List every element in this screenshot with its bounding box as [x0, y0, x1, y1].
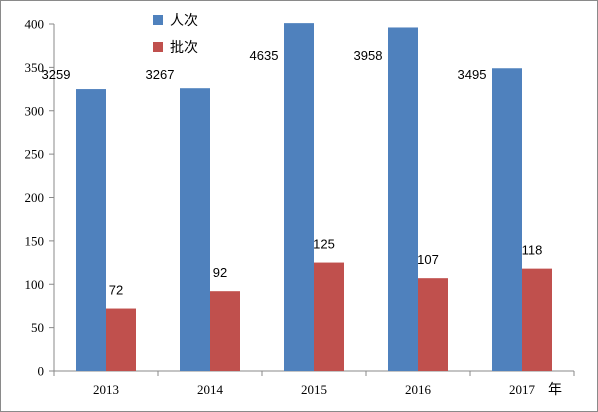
y-tick-label: 300 [25, 103, 45, 118]
x-category-label: 2015 [301, 382, 327, 397]
legend: 人次 批次 [153, 13, 198, 56]
data-label-people: 4635 [250, 48, 279, 63]
data-label-people: 3267 [146, 67, 175, 82]
x-category-label: 2013 [93, 382, 119, 397]
data-label-people: 3958 [354, 48, 383, 63]
y-tick-label: 350 [25, 60, 45, 75]
x-axis: 2013 2014 2015 2016 2017 [53, 370, 575, 397]
data-label-batches: 92 [213, 265, 227, 280]
legend-swatch-batches [153, 42, 163, 52]
bar-batches [314, 262, 344, 371]
data-label-batches: 107 [417, 252, 439, 267]
bar-people [284, 23, 314, 371]
bar-people [388, 27, 418, 371]
legend-label-people: 人次 [170, 13, 198, 29]
y-tick-label: 150 [25, 233, 45, 248]
data-label-people: 3259 [42, 67, 71, 82]
bar-batches [522, 268, 552, 371]
y-tick-label: 200 [25, 190, 45, 205]
y-tick-label: 100 [25, 277, 45, 292]
bar-people [492, 68, 522, 372]
x-category-label: 2017 [509, 382, 536, 397]
bar-batches [418, 278, 448, 371]
y-axis: 0 50 100 150 200 250 300 350 400 [25, 17, 55, 379]
bar-people [76, 89, 106, 371]
legend-swatch-people [153, 15, 163, 25]
x-axis-unit-label: 年 [548, 382, 562, 398]
data-label-batches: 125 [313, 237, 335, 252]
bar-people [180, 88, 210, 371]
data-labels: 3259 3267 4635 3958 3495 72 92 125 107 118 [42, 48, 543, 298]
bar-batches [106, 308, 136, 371]
y-tick-label: 250 [25, 147, 45, 162]
data-label-batches: 72 [109, 283, 123, 298]
legend-label-batches: 批次 [170, 40, 198, 56]
x-category-label: 2014 [197, 382, 224, 397]
y-tick-label: 50 [31, 320, 44, 335]
bars [76, 23, 552, 372]
data-label-batches: 118 [522, 243, 543, 258]
y-tick-label: 400 [25, 17, 45, 32]
bar-batches [210, 291, 240, 371]
y-tick-label: 0 [38, 364, 45, 379]
data-label-people: 3495 [458, 67, 487, 82]
x-category-label: 2016 [405, 382, 432, 397]
